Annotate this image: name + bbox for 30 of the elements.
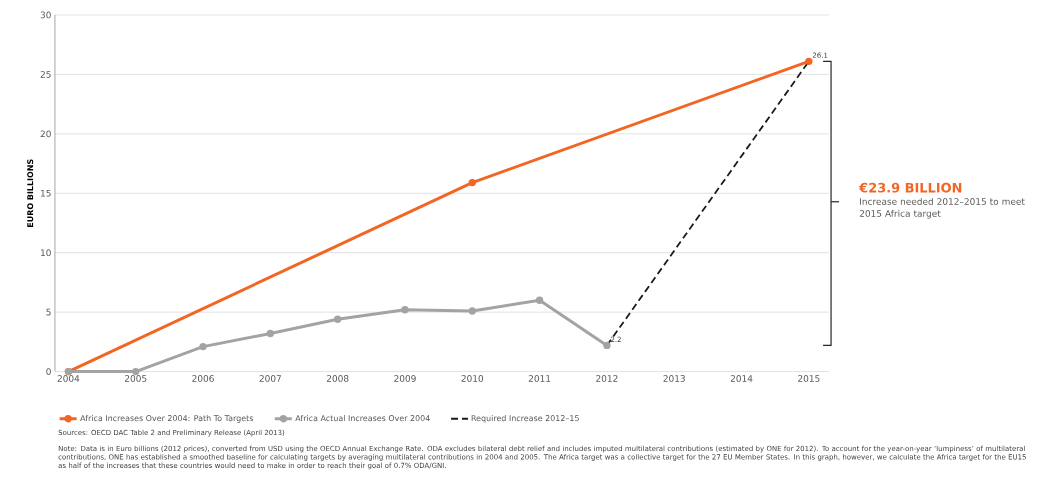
y-tick-label: 0 — [46, 367, 51, 375]
x-tick-label: 2012 — [596, 374, 618, 382]
point — [333, 315, 342, 323]
x-tick-label: 2014 — [730, 374, 753, 382]
point — [266, 329, 275, 338]
point — [603, 341, 611, 349]
text: €23.9 BILLION — [858, 182, 962, 193]
point — [468, 178, 476, 187]
x-tick-label: 2005 — [124, 374, 147, 382]
point — [805, 57, 813, 65]
x-tick-label: 2013 — [663, 374, 685, 382]
x-tick-label: 2011 — [528, 374, 551, 382]
point — [535, 296, 544, 304]
y-tick-label: 20 — [40, 130, 51, 138]
x-tick-label: 2006 — [192, 374, 214, 382]
point — [468, 307, 476, 315]
text: Increase needed 2012–2015 to meet 2015 Africa target — [859, 197, 1025, 219]
y-tick-label: 25 — [40, 70, 51, 78]
y-tick-label: 5 — [46, 308, 51, 316]
y-tick-label: 30 — [40, 11, 51, 19]
y-tick-label: 10 — [41, 249, 51, 256]
x-tick-label: 2009 — [394, 374, 416, 382]
point — [401, 305, 409, 314]
x-tick-label: 2015 — [798, 374, 820, 382]
x-tick-label: 2004 — [57, 374, 80, 382]
point — [199, 342, 207, 351]
y-tick-label: 15 — [41, 189, 51, 197]
x-tick-label: 2008 — [326, 374, 349, 382]
x-tick-label: 2007 — [259, 374, 281, 382]
x-tick-label: 2010 — [461, 374, 484, 382]
